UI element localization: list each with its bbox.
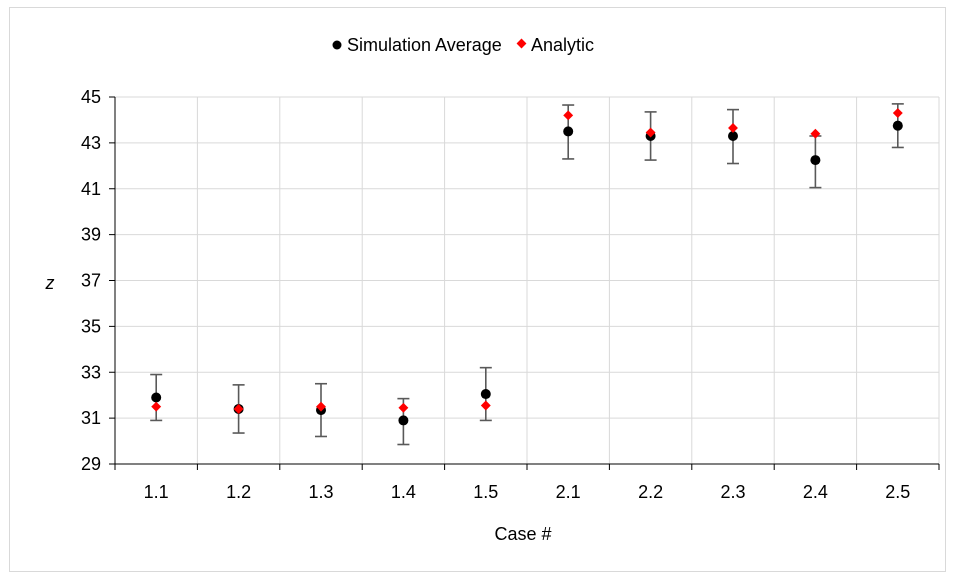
analytic-point	[563, 110, 574, 121]
y-tick-label: 43	[81, 133, 101, 153]
y-tick-label: 33	[81, 362, 101, 382]
axes	[109, 96, 940, 470]
analytic-point	[233, 404, 244, 414]
x-tick-label: 2.1	[556, 482, 581, 502]
analytic-point	[151, 401, 162, 412]
x-tick-label: 1.4	[391, 482, 416, 502]
x-tick-label: 2.5	[885, 482, 910, 502]
x-tick-label: 2.2	[638, 482, 663, 502]
analytic-point	[645, 127, 656, 138]
chart-canvas: Simulation Average Analytic 29 31 33 35 37 39…	[45, 35, 940, 544]
data-points	[151, 108, 903, 426]
simulation-average-point	[151, 392, 162, 403]
y-tick-label: 31	[81, 408, 101, 428]
simulation-average-point	[728, 130, 738, 141]
analytic-point	[810, 128, 821, 139]
legend: Simulation Average Analytic	[332, 35, 594, 55]
gridlines	[115, 96, 940, 464]
x-tick-label: 2.4	[803, 482, 828, 502]
analytic-point	[398, 402, 409, 413]
legend-marker-simulation-average	[332, 40, 342, 50]
legend-label-simulation-average: Simulation Average	[347, 35, 502, 55]
x-tick-label: 1.5	[473, 482, 498, 502]
analytic-point	[316, 401, 326, 412]
y-tick-label: 35	[81, 316, 101, 336]
y-tick-label: 37	[81, 271, 101, 291]
y-tick-label: 39	[81, 225, 101, 245]
legend-label-analytic: Analytic	[531, 35, 594, 55]
legend-marker-analytic	[516, 38, 527, 49]
y-tick-label: 41	[81, 179, 101, 199]
x-tick-label: 1.2	[226, 482, 251, 502]
x-tick-label: 1.3	[308, 482, 333, 502]
simulation-average-point	[892, 120, 903, 131]
x-tick-labels: 1.1 1.2 1.3 1.4 1.5 2.1 2.2 2.3 2.4 2.5	[144, 482, 911, 502]
y-tick-labels: 29 31 33 35 37 39 41 43 45	[81, 87, 101, 474]
y-tick-label: 45	[81, 87, 101, 107]
chart-frame: Simulation Average Analytic 29 31 33 35 37 39…	[9, 7, 946, 572]
x-tick-label: 2.3	[720, 482, 745, 502]
simulation-average-point	[563, 126, 574, 137]
x-axis-label: Case #	[494, 524, 551, 544]
analytic-point	[892, 108, 903, 119]
simulation-average-point	[480, 389, 491, 400]
y-tick-label: 29	[81, 454, 101, 474]
analytic-point	[728, 123, 738, 133]
y-axis-label: z	[45, 273, 55, 293]
x-tick-label: 1.1	[144, 482, 169, 502]
simulation-average-point	[810, 155, 821, 166]
analytic-point	[480, 400, 491, 411]
simulation-average-point	[398, 415, 409, 426]
